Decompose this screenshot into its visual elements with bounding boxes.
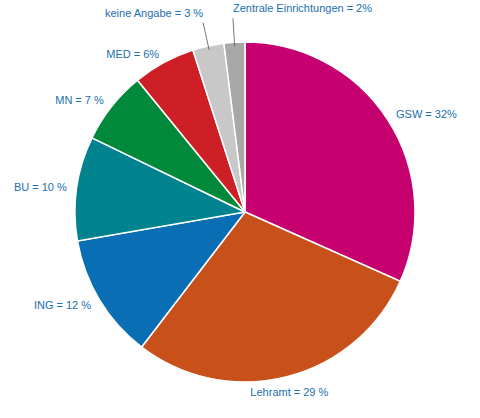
slice-value: = 2%	[347, 2, 373, 14]
data-label: Lehramt = 29 %	[250, 386, 328, 398]
data-label: ING= 12 %	[34, 299, 91, 311]
slice-value: = 6%	[134, 48, 160, 60]
labels: GSW= 32% Lehramt = 29 % ING= 12 % BU= 10 % MN…	[14, 2, 457, 398]
slice-name: Lehramt	[250, 386, 290, 398]
leader-line	[203, 23, 209, 50]
slice-name: keine Angabe	[105, 7, 172, 19]
pie	[75, 42, 415, 382]
slice-value: = 29 %	[294, 386, 329, 398]
chart: GSW= 32% Lehramt = 29 % ING= 12 % BU= 10 % MN…	[0, 0, 480, 418]
slice-name: MN	[55, 94, 72, 106]
slice-value: = 10 %	[32, 181, 67, 193]
data-label: MED= 6%	[106, 48, 159, 60]
data-label: Zentrale Einrichtungen= 2%	[233, 2, 372, 14]
data-label: BU= 10 %	[14, 181, 67, 193]
slice-value: = 32%	[425, 108, 457, 120]
slice-value: = 12 %	[56, 299, 91, 311]
slice-name: MED	[106, 48, 131, 60]
pie-slice	[224, 42, 245, 212]
leader-line	[233, 18, 235, 46]
data-label: GSW= 32%	[396, 108, 457, 120]
data-label: keine Angabe= 3 %	[105, 7, 203, 19]
slice-value: = 7 %	[75, 94, 104, 106]
slice-name: BU	[14, 181, 29, 193]
slice-name: GSW	[396, 108, 423, 120]
slice-value: = 3 %	[175, 7, 204, 19]
slice-name: ING	[34, 299, 54, 311]
slice-name: Zentrale Einrichtungen	[233, 2, 344, 14]
data-label: MN= 7 %	[55, 94, 104, 106]
